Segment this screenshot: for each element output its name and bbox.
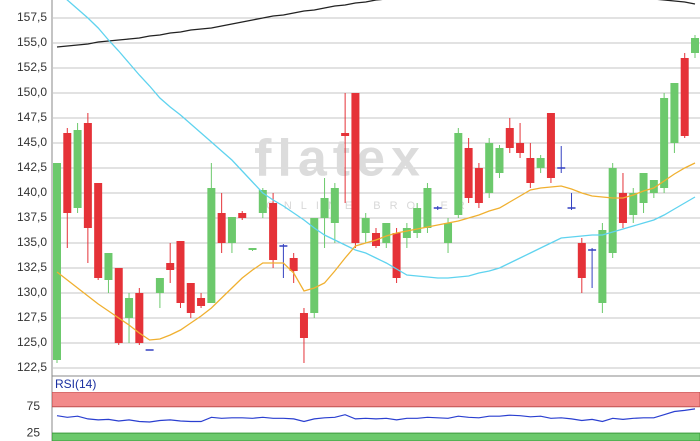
candle-body bbox=[485, 143, 494, 193]
candle-body bbox=[608, 168, 617, 253]
watermark-tagline: ONLINE BROKER bbox=[266, 200, 473, 212]
overbought-zone bbox=[52, 392, 700, 408]
candle-body bbox=[351, 93, 360, 243]
y-tick-label: 130,0 bbox=[17, 285, 47, 299]
candle-body bbox=[382, 223, 391, 243]
candle-body bbox=[269, 203, 278, 260]
candle-body bbox=[330, 188, 339, 223]
rsi-line bbox=[56, 408, 696, 423]
y-tick-label: 152,5 bbox=[17, 60, 47, 74]
candle-body bbox=[618, 193, 627, 223]
y-tick-label: 25 bbox=[27, 425, 41, 439]
candle-body bbox=[63, 133, 72, 213]
candle-body bbox=[258, 190, 267, 213]
candle-body bbox=[186, 283, 195, 313]
candle-body bbox=[402, 228, 411, 238]
candle-body bbox=[680, 58, 689, 136]
candle-body bbox=[114, 268, 123, 343]
candle-body bbox=[629, 193, 638, 215]
candle-body bbox=[155, 278, 164, 293]
candle-body bbox=[104, 253, 113, 280]
candle-body bbox=[217, 213, 226, 243]
y-tick-label: 140,0 bbox=[17, 185, 47, 199]
candle-body bbox=[207, 188, 216, 303]
y-tick-label: 135,0 bbox=[17, 235, 47, 249]
candle-body bbox=[361, 218, 370, 233]
candle-body bbox=[516, 143, 525, 153]
candle-body bbox=[125, 298, 134, 318]
moving-average-line bbox=[66, 0, 696, 279]
candle-body bbox=[392, 233, 401, 278]
candle-body bbox=[444, 223, 453, 243]
candle-body bbox=[94, 183, 103, 278]
y-tick-label: 147,5 bbox=[17, 110, 47, 124]
candle-body bbox=[310, 218, 319, 313]
candle-body bbox=[454, 133, 463, 215]
candle-body bbox=[238, 213, 247, 218]
y-tick-label: 142,5 bbox=[17, 160, 47, 174]
y-tick-label: 157,5 bbox=[17, 10, 47, 24]
y-tick-label: 75 bbox=[27, 399, 41, 413]
candle-body bbox=[577, 243, 586, 278]
y-tick-label: 132,5 bbox=[17, 260, 47, 274]
candle-body bbox=[83, 123, 92, 228]
candle-body bbox=[166, 263, 175, 270]
candle-body bbox=[53, 163, 61, 360]
candle-body bbox=[474, 168, 483, 203]
candle-body bbox=[464, 148, 473, 198]
y-tick-label: 150,0 bbox=[17, 85, 47, 99]
candle-body bbox=[299, 313, 308, 338]
candle-body bbox=[505, 128, 514, 148]
candle-body bbox=[691, 38, 699, 53]
candle-body bbox=[289, 258, 298, 271]
candle-body bbox=[546, 113, 555, 178]
candle-body bbox=[135, 293, 144, 343]
candle-body bbox=[423, 188, 432, 228]
candle-body bbox=[670, 83, 679, 143]
oversold-zone bbox=[52, 432, 700, 441]
candle-body bbox=[341, 133, 350, 136]
candle-body bbox=[248, 248, 257, 250]
candle-body bbox=[526, 158, 535, 183]
watermark-logo: flatex bbox=[254, 130, 426, 188]
candle-body bbox=[495, 148, 504, 173]
rsi-title: RSI(14) bbox=[55, 377, 96, 391]
candle-body bbox=[320, 198, 329, 218]
candle-body bbox=[227, 217, 236, 243]
y-tick-label: 127,5 bbox=[17, 310, 47, 324]
y-tick-label: 122,5 bbox=[17, 360, 47, 374]
y-tick-label: 137,5 bbox=[17, 210, 47, 224]
candle-body bbox=[536, 158, 545, 168]
candle-body bbox=[598, 230, 607, 303]
moving-average-line bbox=[56, 0, 696, 48]
y-tick-label: 155,0 bbox=[17, 35, 47, 49]
candle-body bbox=[660, 98, 669, 188]
candle-body bbox=[197, 298, 206, 306]
plot-area bbox=[53, 0, 699, 363]
candle-body bbox=[413, 208, 422, 233]
y-tick-label: 125,0 bbox=[17, 335, 47, 349]
candle-body bbox=[639, 173, 648, 203]
candle-body bbox=[73, 130, 82, 208]
y-tick-label: 145,0 bbox=[17, 135, 47, 149]
candle-body bbox=[649, 180, 658, 193]
moving-average-line bbox=[56, 162, 696, 341]
candle-body bbox=[176, 241, 185, 303]
